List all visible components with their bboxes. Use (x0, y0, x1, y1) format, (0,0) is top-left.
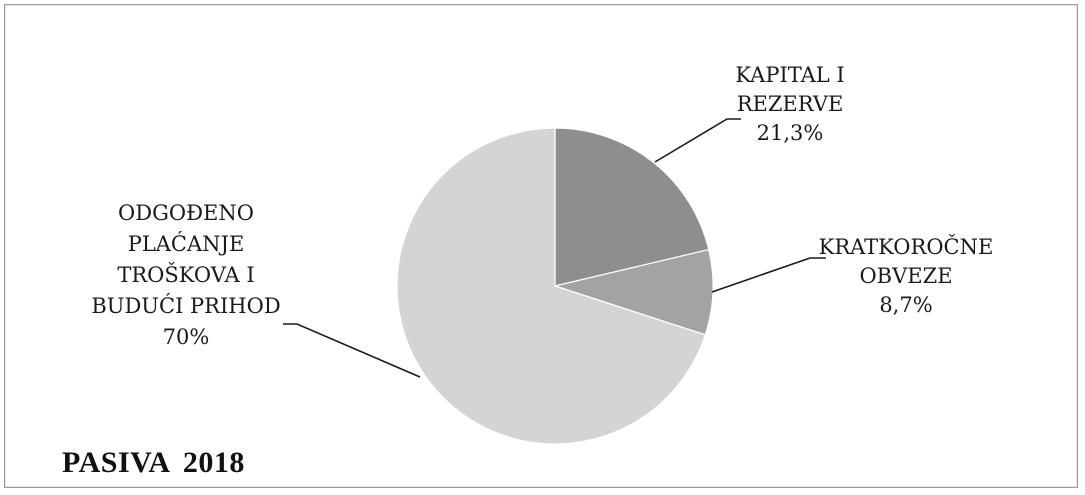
slice-label-line: 70% (163, 325, 210, 349)
leader-line-odgodeno (283, 323, 421, 378)
slice-label-line: OBVEZE (859, 264, 952, 288)
slice-label-line: 8,7% (879, 293, 932, 317)
slice-label-line: PLAĆANJE (128, 231, 245, 256)
slice-label-line: BUDUĆI PRIHOD (91, 293, 280, 318)
pie-slice-odgodeno (396, 127, 707, 445)
chart-title: PASIVA 2018 (62, 446, 245, 479)
slice-label-kratkorocne: KRATKOROČNE OBVEZE 8,7% (819, 234, 994, 317)
slice-label-line: 21,3% (757, 121, 824, 145)
slice-label-line: REZERVE (737, 92, 844, 116)
pie-slice-kapital-i (554, 127, 710, 287)
slice-label-line: KRATKOROČNE (819, 234, 994, 259)
leader-line-kratkorocne (711, 257, 826, 293)
slice-label-line: TROŠKOVA I (117, 262, 254, 287)
leader-line-kapital-i (654, 118, 741, 163)
slice-label-kapital-i: KAPITAL I REZERVE 21,3% (735, 63, 844, 145)
slice-label-line: KAPITAL I (735, 63, 844, 87)
slice-label-odgodeno: ODGOĐENO PLAĆANJE TROŠKOVA I BUDUĆI PRIHOD 7… (91, 201, 280, 349)
chart-frame (4, 4, 1078, 488)
slice-label-line: ODGOĐENO (118, 201, 254, 225)
